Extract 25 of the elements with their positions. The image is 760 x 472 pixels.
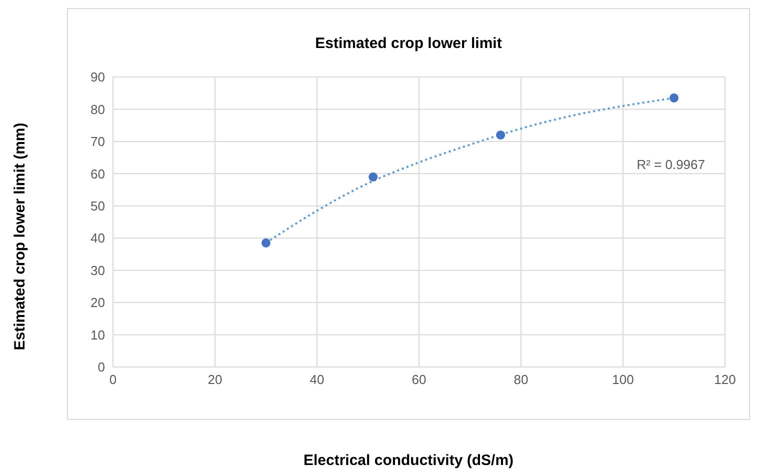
y-axis-title: Estimated crop lower limit (mm) [12, 122, 29, 350]
y-tick-label: 20 [90, 295, 105, 310]
x-tick-label: 60 [412, 372, 426, 388]
x-tick-label: 120 [714, 372, 736, 388]
x-axis-title: Electrical conductivity (dS/m) [302, 452, 515, 469]
y-tick-label: 50 [90, 198, 105, 214]
y-tick-label: 80 [90, 102, 105, 117]
y-tick-label: 60 [90, 166, 105, 182]
point [261, 238, 271, 248]
y-tick-label: 40 [90, 230, 105, 246]
annotation: R² = 0.9967 [636, 157, 705, 172]
point [368, 172, 378, 182]
y-tick-label: 30 [90, 262, 105, 278]
x-tick-label: 100 [612, 372, 634, 388]
y-tick-label: 10 [90, 327, 105, 342]
y-tick-label: 0 [98, 360, 105, 375]
y-tick-label: 90 [90, 70, 105, 85]
y-tick-label: 70 [90, 134, 105, 150]
x-tick-label: 20 [208, 372, 222, 388]
x-tick-label: 40 [310, 372, 324, 388]
point [669, 93, 679, 102]
chart-title: Estimated crop lower limit [314, 35, 503, 52]
x-tick-label: 80 [514, 372, 528, 388]
point [496, 130, 506, 140]
x-tick-label: 0 [109, 372, 117, 388]
